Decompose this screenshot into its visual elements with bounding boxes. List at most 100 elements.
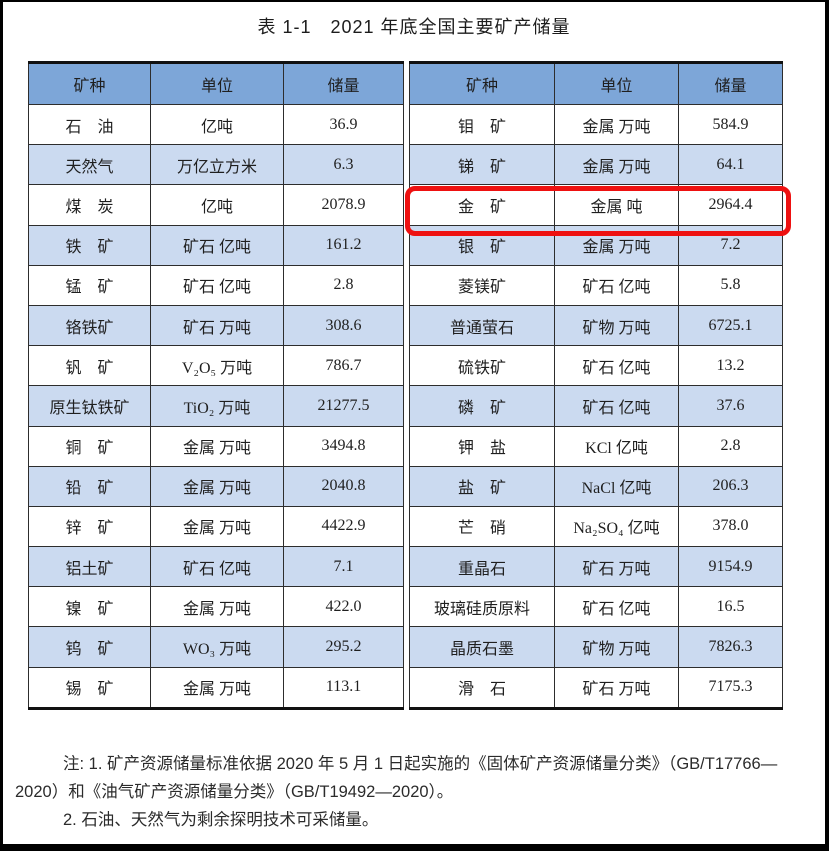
table-row: 玻璃硅质原料 矿石 亿吨 16.5: [409, 586, 783, 628]
reserve-cell: 161.2: [283, 224, 404, 266]
reserve-cell: 113.1: [283, 666, 404, 709]
reserve-cell: 3494.8: [283, 425, 404, 467]
table-row: 滑 石 矿石 万吨 7175.3: [409, 666, 783, 709]
mineral-cell: 盐 矿: [409, 465, 555, 507]
unit-cell: 矿石 万吨: [150, 304, 284, 347]
mineral-cell: 金 矿: [409, 184, 555, 226]
left-table-body: 石 油 亿吨 36.9 天然气 万亿立方米 6.3 煤 炭 亿吨 2078.9 …: [28, 103, 404, 709]
header-row: 矿种 单位 储量: [409, 62, 783, 105]
table-row: 金 矿 金属 吨 2964.4: [409, 184, 783, 226]
unit-cell: 矿石 亿吨: [554, 385, 679, 427]
mineral-cell: 普通萤石: [409, 304, 555, 347]
mineral-cell: 重晶石: [409, 546, 555, 588]
mineral-cell: 铝土矿: [28, 546, 151, 588]
mineral-cell: 钒 矿: [28, 345, 151, 387]
mineral-cell: 滑 石: [409, 666, 555, 709]
mineral-cell: 铅 矿: [28, 465, 151, 507]
mineral-cell: 芒 硝: [409, 505, 555, 548]
table-row: 锡 矿 金属 万吨 113.1: [28, 666, 404, 709]
mineral-cell: 镍 矿: [28, 586, 151, 628]
mineral-cell: 银 矿: [409, 224, 555, 266]
reserve-cell: 16.5: [678, 586, 783, 628]
table-row: 锰 矿 矿石 亿吨 2.8: [28, 264, 404, 306]
unit-cell: 金属 万吨: [554, 224, 679, 266]
mineral-cell: 晶质石墨: [409, 626, 555, 668]
table-row: 铝土矿 矿石 亿吨 7.1: [28, 546, 404, 588]
reserve-cell: 37.6: [678, 385, 783, 427]
mineral-cell: 钨 矿: [28, 626, 151, 668]
unit-cell: 金属 万吨: [150, 666, 284, 709]
table-row: 普通萤石 矿物 万吨 6725.1: [409, 304, 783, 347]
reserve-cell: 2.8: [678, 425, 783, 467]
note-line-2: 2. 石油、天然气为剩余探明技术可采储量。: [63, 811, 379, 829]
unit-cell: Na₂SO₄ 亿吨: [554, 505, 679, 548]
table-row: 铬铁矿 矿石 万吨 308.6: [28, 304, 404, 347]
table-row: 银 矿 金属 万吨 7.2: [409, 224, 783, 266]
unit-cell: 矿石 亿吨: [150, 264, 284, 306]
header-unit: 单位: [150, 62, 284, 105]
mineral-cell: 玻璃硅质原料: [409, 586, 555, 628]
table-row: 芒 硝 Na₂SO₄ 亿吨 378.0: [409, 505, 783, 548]
mineral-cell: 原生钛铁矿: [28, 385, 151, 427]
table-row: 晶质石墨 矿物 万吨 7826.3: [409, 626, 783, 668]
mineral-cell: 菱镁矿: [409, 264, 555, 306]
unit-cell: 金属 万吨: [150, 505, 284, 548]
mineral-cell: 硫铁矿: [409, 345, 555, 387]
reserve-cell: 6725.1: [678, 304, 783, 347]
table-row: 镍 矿 金属 万吨 422.0: [28, 586, 404, 628]
table-row: 钾 盐 KCl 亿吨 2.8: [409, 425, 783, 467]
unit-cell: 矿物 万吨: [554, 304, 679, 347]
table-row: 原生钛铁矿 TiO₂ 万吨 21277.5: [28, 385, 404, 427]
unit-cell: 亿吨: [150, 184, 284, 226]
mineral-cell: 磷 矿: [409, 385, 555, 427]
right-mineral-table: 矿种 单位 储量 钼 矿 金属 万吨 584.9 锑 矿 金属 万吨 64.1 …: [409, 61, 783, 710]
right-table-header: 矿种 单位 储量: [409, 62, 783, 105]
header-reserve: 储量: [678, 62, 783, 105]
unit-cell: 矿石 亿吨: [554, 586, 679, 628]
right-table-body: 钼 矿 金属 万吨 584.9 锑 矿 金属 万吨 64.1 金 矿 金属 吨 …: [409, 103, 783, 709]
reserve-cell: 21277.5: [283, 385, 404, 427]
table-row: 铁 矿 矿石 亿吨 161.2: [28, 224, 404, 266]
unit-cell: 金属 万吨: [554, 103, 679, 146]
reserve-cell: 4422.9: [283, 505, 404, 548]
table-row: 盐 矿 NaCl 亿吨 206.3: [409, 465, 783, 507]
unit-cell: 金属 万吨: [150, 425, 284, 467]
unit-cell: 金属 万吨: [554, 144, 679, 186]
mineral-cell: 石 油: [28, 103, 151, 146]
reserve-cell: 584.9: [678, 103, 783, 146]
table-row: 锑 矿 金属 万吨 64.1: [409, 144, 783, 186]
mineral-reserves-tables: 矿种 单位 储量 石 油 亿吨 36.9 天然气 万亿立方米 6.3 煤 炭 亿…: [28, 61, 783, 710]
reserve-cell: 422.0: [283, 586, 404, 628]
left-table-header: 矿种 单位 储量: [28, 62, 404, 105]
unit-cell: 矿石 亿吨: [554, 264, 679, 306]
table-row: 钨 矿 WO₃ 万吨 295.2: [28, 626, 404, 668]
unit-cell: 矿石 亿吨: [554, 345, 679, 387]
header-reserve: 储量: [283, 62, 404, 105]
reserve-cell: 9154.9: [678, 546, 783, 588]
mineral-cell: 铜 矿: [28, 425, 151, 467]
table-row: 硫铁矿 矿石 亿吨 13.2: [409, 345, 783, 387]
reserve-cell: 7.1: [283, 546, 404, 588]
mineral-cell: 钾 盐: [409, 425, 555, 467]
reserve-cell: 13.2: [678, 345, 783, 387]
mineral-cell: 锌 矿: [28, 505, 151, 548]
unit-cell: 万亿立方米: [150, 144, 284, 186]
header-mineral: 矿种: [409, 62, 555, 105]
unit-cell: NaCl 亿吨: [554, 465, 679, 507]
table-row: 磷 矿 矿石 亿吨 37.6: [409, 385, 783, 427]
table-row: 铜 矿 金属 万吨 3494.8: [28, 425, 404, 467]
reserve-cell: 2964.4: [678, 184, 783, 226]
reserve-cell: 64.1: [678, 144, 783, 186]
unit-cell: WO₃ 万吨: [150, 626, 284, 668]
mineral-cell: 锰 矿: [28, 264, 151, 306]
mineral-cell: 锡 矿: [28, 666, 151, 709]
unit-cell: 矿石 亿吨: [150, 546, 284, 588]
unit-cell: 矿石 万吨: [554, 666, 679, 709]
header-unit: 单位: [554, 62, 679, 105]
left-mineral-table: 矿种 单位 储量 石 油 亿吨 36.9 天然气 万亿立方米 6.3 煤 炭 亿…: [28, 61, 404, 710]
reserve-cell: 786.7: [283, 345, 404, 387]
reserve-cell: 2040.8: [283, 465, 404, 507]
table-row: 石 油 亿吨 36.9: [28, 103, 404, 146]
reserve-cell: 7.2: [678, 224, 783, 266]
mineral-cell: 钼 矿: [409, 103, 555, 146]
